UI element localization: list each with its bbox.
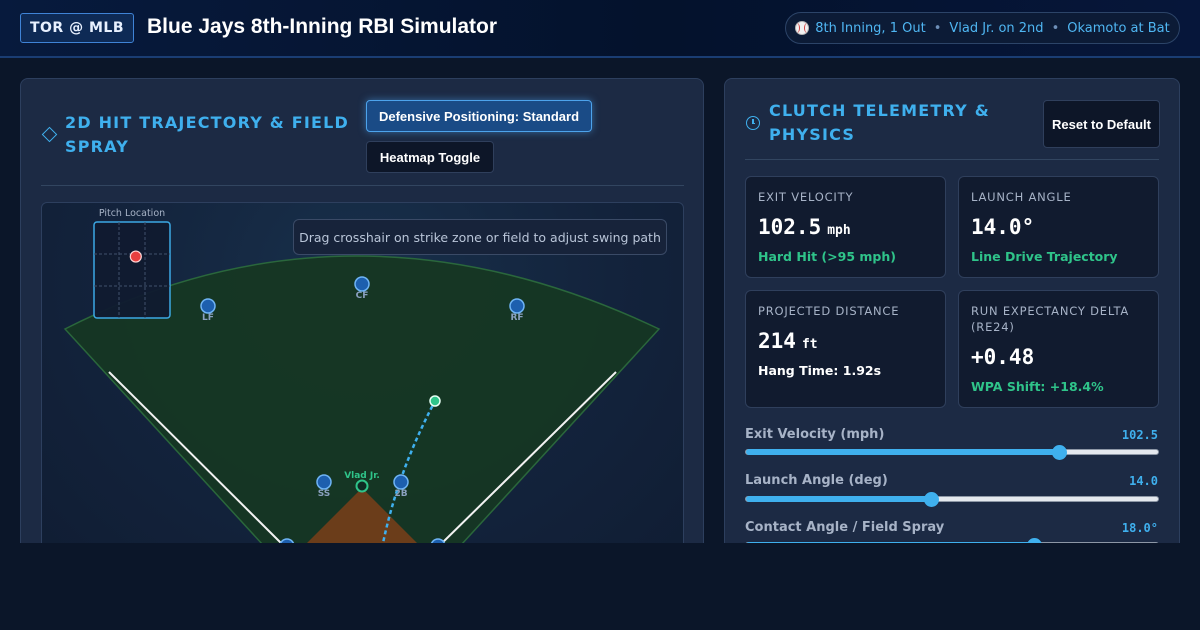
metric-note: Line Drive Trajectory — [971, 249, 1118, 264]
divider — [745, 159, 1159, 160]
metric-note: Hang Time: 1.92s — [758, 363, 882, 378]
ball-trajectory — [380, 400, 437, 549]
fielder-label-rf: RF — [510, 313, 523, 323]
metric-label: Launch Angle — [971, 190, 1072, 204]
metric-number: 214 — [758, 329, 796, 353]
fielder-2b[interactable]: 2B — [393, 474, 409, 499]
pitch-marker[interactable] — [129, 250, 142, 263]
metric-card-run-expectancy: Run Expectancy Delta (RE24) +0.48 WPA Sh… — [958, 290, 1159, 408]
metric-value: 102.5 mph — [758, 215, 851, 239]
metric-label: Projected Distance — [758, 304, 900, 318]
baseball-icon — [795, 21, 810, 35]
slider-fill — [746, 449, 1060, 455]
reset-button[interactable]: Reset to Default — [1043, 100, 1160, 148]
slider-thumb[interactable] — [924, 492, 940, 507]
fielder-rf[interactable]: RF — [509, 298, 525, 323]
game-situation-pill: 8th Inning, 1 Out • Vlad Jr. on 2nd • Ok… — [785, 12, 1180, 44]
fielder-cf[interactable]: CF — [354, 276, 370, 301]
situation-runner: Vlad Jr. on 2nd — [949, 20, 1044, 36]
slider-label: Contact Angle / Field Spray — [745, 520, 945, 535]
metric-label: Run Expectancy Delta (RE24) — [971, 304, 1130, 334]
diamond-icon — [41, 126, 58, 143]
slider-thumb[interactable] — [1052, 445, 1068, 460]
fielder-label-ss: SS — [318, 489, 331, 499]
slider-value: 102.5 — [1121, 428, 1158, 442]
metric-card-exit-velocity: Exit Velocity 102.5 mph Hard Hit (>95 mph… — [745, 176, 946, 278]
fielder-label-lf: LF — [202, 313, 214, 323]
fielder-label-2b: 2B — [394, 489, 407, 499]
launch-angle-slider[interactable] — [745, 492, 1159, 507]
slider-value: 14.0 — [1129, 474, 1158, 488]
field-svg: LF CF RF SS 2B — [63, 208, 661, 557]
slider-label: Launch Angle (deg) — [745, 473, 888, 488]
left-foul-line — [108, 371, 287, 549]
telemetry-panel: Clutch Telemetry & Physics Reset to Defa… — [724, 78, 1180, 558]
situation-inning: 8th Inning, 1 Out — [815, 20, 926, 36]
metric-number: +0.48 — [971, 345, 1035, 369]
pitch-location-label: Pitch Location — [99, 208, 165, 219]
app-title: Blue Jays 8th-Inning RBI Simulator — [147, 15, 498, 38]
panel-title: Clutch Telemetry & Physics — [769, 101, 990, 144]
metric-note: WPA Shift: +18.4% — [971, 379, 1104, 394]
slider-label: Exit Velocity (mph) — [745, 427, 885, 442]
fielder-label-cf: CF — [356, 291, 369, 301]
situation-separator: • — [933, 20, 942, 36]
field-canvas[interactable]: LF CF RF SS 2B — [41, 202, 684, 557]
page-background — [0, 543, 1200, 630]
heatmap-toggle-button[interactable]: Heatmap Toggle — [366, 141, 494, 173]
situation-separator: • — [1051, 20, 1060, 36]
metric-card-projected-distance: Projected Distance 214 ft Hang Time: 1.92… — [745, 290, 946, 408]
fielder-ss[interactable]: SS — [316, 474, 332, 499]
fielder-lf[interactable]: LF — [200, 298, 216, 323]
metric-unit: ft — [801, 337, 818, 352]
metric-note: Hard Hit (>95 mph) — [758, 249, 896, 264]
metric-number: 14.0° — [971, 215, 1035, 239]
metric-number: 102.5 — [758, 215, 822, 239]
metric-label: Exit Velocity — [758, 190, 854, 204]
landing-point[interactable] — [429, 395, 441, 407]
defensive-positioning-button[interactable]: Defensive Positioning: Standard — [366, 100, 592, 132]
exit-velocity-slider[interactable] — [745, 445, 1159, 460]
metric-card-launch-angle: Launch Angle 14.0° Line Drive Trajectory — [958, 176, 1159, 278]
team-badge: TOR @ MLB — [20, 13, 134, 43]
situation-batter: Okamoto at Bat — [1067, 20, 1170, 36]
divider — [41, 185, 684, 186]
right-foul-line — [436, 371, 617, 549]
panel-title: 2D Hit Trajectory & Field Spray — [65, 113, 349, 156]
metric-unit: mph — [827, 223, 851, 238]
metric-value: +0.48 — [971, 345, 1034, 369]
slider-value: 18.0° — [1121, 521, 1158, 535]
runner-marker[interactable]: Vlad Jr. — [344, 471, 380, 493]
infield-dirt — [302, 488, 422, 548]
clock-icon — [746, 116, 760, 130]
drag-hint: Drag crosshair on strike zone or field t… — [293, 219, 667, 255]
runner-label: Vlad Jr. — [344, 471, 380, 481]
app-header: TOR @ MLB Blue Jays 8th-Inning RBI Simul… — [0, 0, 1200, 58]
slider-fill — [746, 496, 932, 502]
metric-value: 14.0° — [971, 215, 1034, 239]
hit-trajectory-panel: 2D Hit Trajectory & Field Spray Defensiv… — [20, 78, 704, 558]
strike-zone[interactable] — [93, 221, 171, 319]
metric-value: 214 ft — [758, 329, 818, 353]
